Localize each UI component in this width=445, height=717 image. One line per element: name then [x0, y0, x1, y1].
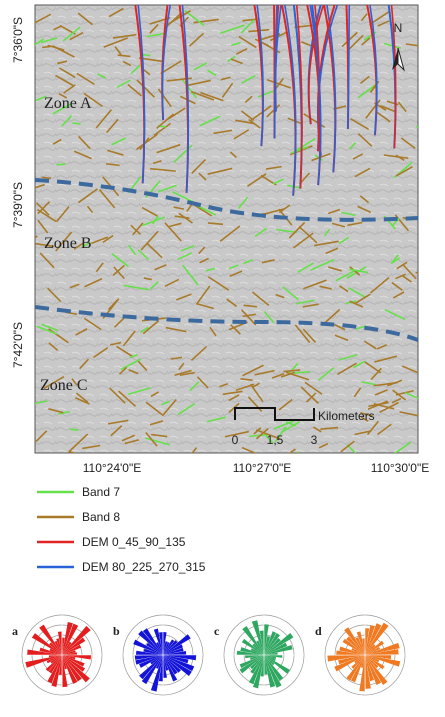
legend: Band 7 Band 8 DEM 0_45_90_135 DEM 80_225_27…	[37, 485, 206, 574]
rose-label: a	[12, 624, 18, 638]
legend-label: Band 7	[82, 485, 120, 499]
lat-label: 7°42'0"S	[11, 322, 25, 368]
lon-label: 110°30'0"E	[371, 461, 430, 475]
lineament	[42, 47, 50, 48]
scale-tick: 3	[311, 433, 318, 447]
rose-diagrams: a b c d	[12, 615, 405, 695]
rose-label: b	[113, 624, 120, 638]
lat-label: 7°36'0"S	[11, 17, 25, 63]
north-label: N	[394, 21, 403, 35]
lineament	[416, 127, 438, 130]
map-frame	[35, 5, 418, 453]
legend-label: Band 8	[82, 510, 120, 524]
rose-label: c	[214, 624, 220, 638]
lon-label: 110°24'0"E	[83, 461, 142, 475]
scale-tick: 0	[232, 433, 239, 447]
lineament	[57, 164, 66, 165]
zone-label: Zone C	[40, 377, 88, 394]
scale-tick: 1,5	[267, 433, 284, 447]
zone-label: Zone B	[44, 235, 92, 252]
rose-label: d	[315, 624, 322, 638]
lineament	[70, 429, 79, 430]
lon-label: 110°27'0"E	[233, 461, 292, 475]
lat-label: 7°39'0"S	[11, 182, 25, 228]
scale-unit: Kilometers	[318, 409, 375, 423]
lineament	[296, 453, 304, 458]
zone-label: Zone A	[44, 95, 92, 112]
legend-label: DEM 80_225_270_315	[82, 560, 206, 574]
legend-label: DEM 0_45_90_135	[82, 535, 186, 549]
figure: Zone A Zone B Zone C N 0 1,5 3 Kilometer…	[0, 0, 445, 717]
